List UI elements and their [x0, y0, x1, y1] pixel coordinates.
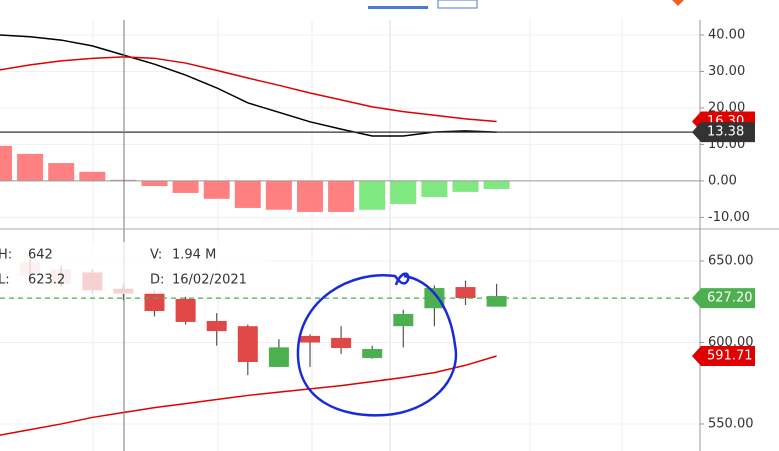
- price-tag: 627.20: [692, 288, 755, 309]
- histogram-bar: [110, 179, 137, 181]
- series-line: [0, 34, 497, 137]
- histogram-bar: [452, 180, 479, 192]
- histogram-bar: [390, 180, 417, 204]
- histogram-bar: [328, 180, 355, 212]
- histogram-bar: [297, 180, 323, 212]
- candle-body: [144, 292, 165, 312]
- y-tick-label: 650.00: [708, 254, 754, 269]
- y-tick-label: 550.00: [708, 416, 754, 431]
- histogram-bar: [359, 180, 386, 210]
- y-tick-label: 40.00: [708, 27, 745, 42]
- histogram-bar: [421, 180, 448, 197]
- grid: [0, 20, 700, 451]
- price-tag-label: 627.20: [707, 291, 753, 306]
- hand-drawn-annotation: [296, 272, 458, 417]
- plot-area: [0, 34, 700, 436]
- candle-body: [300, 335, 320, 343]
- y-tick-label: 30.00: [708, 64, 745, 79]
- candle-body: [237, 326, 258, 363]
- price-tag-shape: [692, 122, 755, 143]
- histogram-bar: [265, 180, 292, 210]
- price-tag-shape: [692, 345, 755, 366]
- histogram-bar: [0, 145, 12, 181]
- toolbar: [368, 0, 684, 9]
- legend-key: H:: [0, 248, 12, 263]
- series-line: [0, 355, 497, 436]
- legend-key: D:: [150, 273, 164, 288]
- price-tag: 591.71: [692, 345, 755, 366]
- legend-key: L:: [0, 273, 10, 288]
- histogram-bar: [172, 180, 199, 193]
- toolbar-icon[interactable]: [672, 0, 684, 6]
- price-tag-label: 591.71: [707, 348, 753, 363]
- y-tick-label: 0.00: [708, 173, 737, 188]
- candle-body: [331, 337, 352, 349]
- histogram-bar: [203, 180, 230, 199]
- legend-key: V:: [150, 248, 162, 263]
- histogram-bar: [17, 153, 44, 181]
- price-tag-label: 13.38: [707, 125, 744, 140]
- histogram-bar: [234, 180, 261, 208]
- y-tick-label: -10.00: [708, 210, 750, 225]
- histogram-bar: [483, 180, 510, 189]
- legend-value: 16/02/2021: [172, 273, 247, 288]
- histogram-bar: [48, 163, 75, 181]
- legend-value: 642: [28, 248, 53, 263]
- candle-body: [268, 347, 289, 367]
- candle-body: [393, 313, 414, 327]
- toolbar-button[interactable]: [437, 0, 478, 9]
- tab-indicator[interactable]: [368, 6, 428, 9]
- histogram-bar: [79, 171, 106, 181]
- legend: H: 642 L: 623.2 V: 1.94 M D: 16/02/2021: [0, 242, 270, 294]
- histogram-bar: [141, 180, 168, 187]
- legend-value: 623.2: [28, 273, 65, 288]
- candle-body: [362, 348, 383, 358]
- price-tag: 13.38: [692, 122, 755, 143]
- candle-body: [175, 298, 196, 322]
- legend-background: [0, 242, 270, 294]
- price-tag-shape: [692, 288, 755, 309]
- legend-value: 1.94 M: [172, 248, 216, 263]
- candle-body: [486, 296, 507, 307]
- series-line: [0, 56, 497, 123]
- candle-body: [455, 287, 476, 298]
- candle-body: [206, 320, 227, 332]
